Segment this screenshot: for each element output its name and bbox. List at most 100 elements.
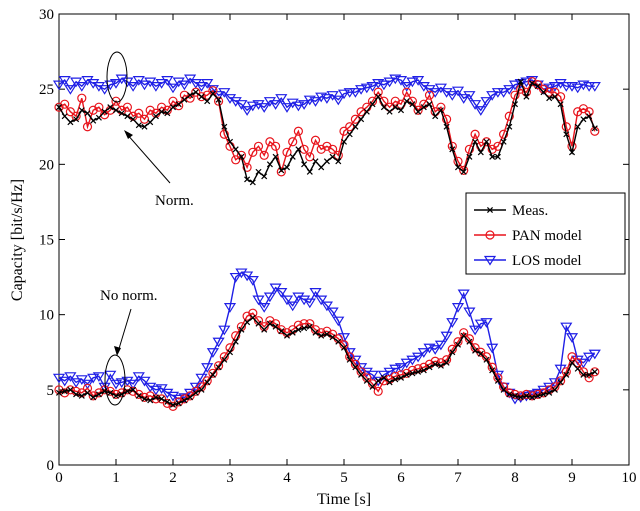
series-meas-point-stroke	[460, 332, 467, 339]
series-meas-point-stroke	[574, 365, 581, 372]
series-los-model-point	[189, 79, 202, 89]
series-meas-point-stroke	[551, 93, 558, 100]
series-meas-point	[420, 367, 427, 374]
series-los-model-point	[588, 349, 601, 360]
series-meas-point	[409, 370, 416, 377]
series-meas-point	[261, 326, 268, 333]
series-meas-point-stroke	[472, 138, 479, 145]
series-meas-point	[295, 146, 302, 153]
series-meas-point-stroke	[517, 78, 524, 85]
series-meas-point-stroke	[238, 326, 245, 333]
series-los-model-point	[115, 74, 128, 85]
series-pan-model-point	[134, 389, 144, 399]
series-pan-model-point	[231, 331, 241, 341]
series-meas-point	[118, 110, 125, 117]
series-meas-point	[580, 116, 587, 123]
series-pan-model-point	[459, 165, 469, 175]
series-los-model-point	[92, 82, 105, 92]
series-meas-point-stroke	[78, 107, 85, 114]
series-los-model-point	[440, 88, 453, 98]
series-meas-point-stroke	[557, 379, 564, 386]
series-meas-point	[437, 362, 444, 369]
series-meas-point-stroke	[130, 116, 137, 123]
series-los-model-point	[423, 85, 436, 95]
series-los-model-point	[360, 367, 373, 378]
series-meas-point-stroke	[483, 138, 490, 145]
series-meas-point-stroke	[221, 356, 228, 363]
series-meas-point-stroke	[546, 389, 553, 396]
series-pan-model-point	[521, 389, 532, 399]
series-pan-model-point	[590, 367, 600, 377]
series-meas-point-stroke	[312, 158, 319, 165]
series-meas-point-stroke	[557, 101, 564, 108]
series-meas-point	[278, 328, 285, 335]
series-meas-point	[318, 332, 325, 339]
series-pan-model-point	[516, 84, 526, 94]
series-meas-point-stroke	[107, 104, 114, 111]
series-meas-point-stroke	[380, 374, 387, 381]
series-meas-point-stroke	[409, 370, 416, 377]
series-meas-point	[67, 119, 74, 126]
series-meas-point	[586, 113, 593, 120]
series-pan-model-point	[122, 102, 133, 112]
series-meas-point	[403, 98, 410, 105]
series-meas-point-stroke	[295, 146, 302, 153]
series-meas-point-stroke	[574, 123, 581, 130]
series-los-model-point	[377, 80, 390, 91]
series-los-model-point	[98, 85, 111, 95]
series-meas-point-stroke	[517, 394, 524, 401]
legend-label: PAN model	[512, 228, 582, 244]
series-los-model-point	[451, 86, 465, 97]
series-meas-point	[130, 116, 137, 123]
series-meas-point-stroke	[147, 397, 154, 404]
series-los-model-point	[565, 333, 579, 343]
series-los-model-point	[389, 364, 402, 375]
series-meas-point	[84, 110, 91, 117]
series-meas-point-stroke	[232, 146, 239, 153]
series-los-model-point	[258, 103, 271, 113]
series-meas-point	[443, 123, 450, 130]
series-meas-point	[511, 392, 519, 399]
series-los-model-point	[280, 295, 294, 306]
series-pan-model-point	[573, 358, 583, 368]
series-los-model-point	[223, 94, 237, 104]
series-pan-model-point	[282, 147, 292, 157]
series-los-model-point	[434, 340, 447, 351]
series-meas-point	[249, 179, 256, 186]
series-meas-point	[483, 356, 490, 363]
series-pan-model-point	[419, 99, 429, 109]
series-meas-point-stroke	[420, 367, 427, 374]
series-meas-point	[187, 394, 194, 401]
series-meas-point	[78, 107, 85, 114]
series-meas-point	[232, 146, 239, 153]
series-meas-point-stroke	[523, 392, 530, 399]
series-meas-point-stroke	[192, 389, 199, 396]
annotation-norm-text: Norm.	[155, 193, 194, 209]
series-meas-point-stroke	[392, 104, 399, 111]
series-pan-model-point	[60, 99, 70, 109]
series-meas-point	[306, 323, 313, 330]
series-meas-point	[192, 89, 199, 96]
series-meas-point	[591, 368, 598, 375]
series-meas-point-stroke	[580, 116, 587, 123]
series-los-model-point	[263, 292, 276, 303]
series-meas-point	[340, 344, 348, 351]
series-pan-model-point	[470, 343, 480, 353]
series-meas-point	[591, 125, 598, 132]
series-meas-point	[107, 389, 114, 396]
series-meas-point-stroke	[506, 123, 513, 130]
series-meas-point	[130, 386, 137, 393]
series-los-model-point	[52, 80, 66, 91]
series-meas-point-stroke	[278, 328, 285, 335]
series-meas-point-stroke	[318, 164, 325, 171]
series-meas-point	[124, 388, 131, 395]
series-meas-point-stroke	[61, 113, 68, 120]
series-los-model-point	[412, 76, 425, 86]
series-meas-point-stroke	[489, 153, 496, 160]
series-meas-point-stroke	[261, 326, 268, 333]
series-meas-point	[477, 149, 484, 156]
series-pan-model-point	[276, 325, 286, 335]
series-pan-model-point	[424, 90, 435, 100]
series-meas-point	[460, 332, 467, 339]
series-meas	[55, 78, 598, 408]
